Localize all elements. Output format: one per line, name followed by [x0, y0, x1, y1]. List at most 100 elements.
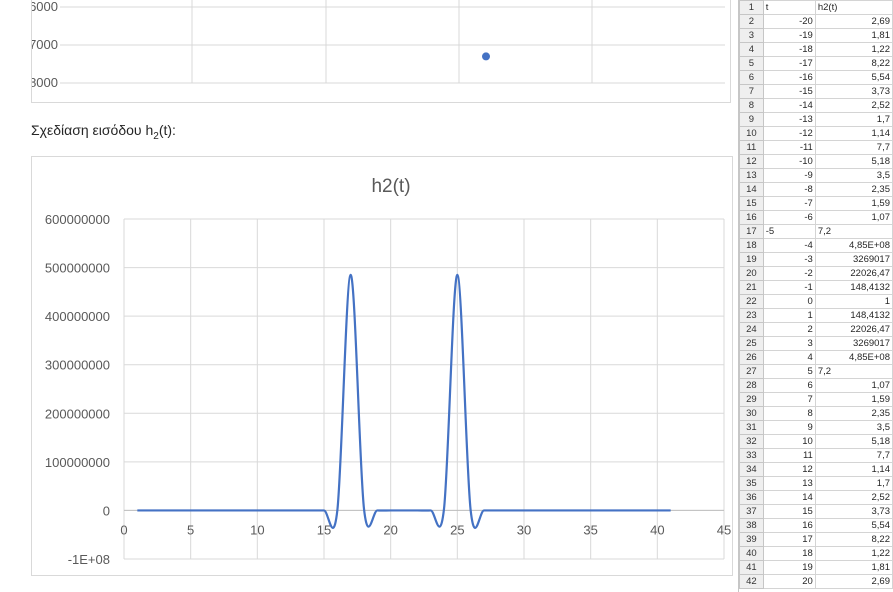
cell-t[interactable]: 15 [762, 504, 816, 519]
row-number[interactable]: 4 [739, 42, 764, 57]
cell-t[interactable]: -6 [762, 210, 816, 225]
cell-t[interactable]: -12 [762, 126, 816, 141]
row-number[interactable]: 27 [739, 364, 764, 379]
cell-h2[interactable]: 148,4132 [814, 308, 893, 323]
cell-t[interactable]: -2 [762, 266, 816, 281]
cell-t[interactable]: 1 [762, 308, 816, 323]
row-number[interactable]: 37 [739, 504, 764, 519]
cell-t[interactable]: -18 [762, 42, 816, 57]
row-number[interactable]: 17 [739, 224, 764, 239]
row-number[interactable]: 42 [739, 574, 764, 589]
cell-t[interactable]: 19 [762, 560, 816, 575]
cell-h2[interactable]: 3,73 [814, 84, 893, 99]
cell-h2[interactable]: 2,69 [814, 574, 893, 589]
cell-t[interactable]: -20 [762, 14, 816, 29]
cell-h2[interactable]: 4,85E+08 [814, 238, 893, 253]
cell-h2[interactable]: 3,5 [814, 420, 893, 435]
row-number[interactable]: 23 [739, 308, 764, 323]
cell-t[interactable]: 10 [762, 434, 816, 449]
cell-h2[interactable]: 1,22 [814, 42, 893, 57]
cell-t[interactable]: 9 [762, 420, 816, 435]
row-number[interactable]: 21 [739, 280, 764, 295]
row-number[interactable]: 34 [739, 462, 764, 477]
cell-t[interactable]: -13 [762, 112, 816, 127]
row-number[interactable]: 38 [739, 518, 764, 533]
cell-h2[interactable]: 5,18 [814, 154, 893, 169]
cell-h2[interactable]: 1,7 [814, 476, 893, 491]
cell-h2[interactable]: 7,7 [814, 140, 893, 155]
row-number[interactable]: 24 [739, 322, 764, 337]
cell-t[interactable]: -11 [762, 140, 816, 155]
cell-t[interactable]: 13 [762, 476, 816, 491]
cell-t[interactable]: 11 [762, 448, 816, 463]
cell-h2[interactable]: 3,5 [814, 168, 893, 183]
cell-h2[interactable]: 2,35 [814, 406, 893, 421]
row-number[interactable]: 11 [739, 140, 764, 155]
cell-h2[interactable]: 3,73 [814, 504, 893, 519]
cell-h2[interactable]: 1,81 [814, 560, 893, 575]
cell-t[interactable]: -10 [762, 154, 816, 169]
row-number[interactable]: 12 [739, 154, 764, 169]
cell-h2[interactable]: h2(t) [814, 0, 893, 15]
row-number[interactable]: 1 [739, 0, 764, 15]
row-number[interactable]: 14 [739, 182, 764, 197]
cell-t[interactable]: 2 [762, 322, 816, 337]
row-number[interactable]: 40 [739, 546, 764, 561]
cell-t[interactable]: 7 [762, 392, 816, 407]
cell-h2[interactable]: 22026,47 [814, 322, 893, 337]
cell-h2[interactable]: 5,18 [814, 434, 893, 449]
row-number[interactable]: 20 [739, 266, 764, 281]
cell-t[interactable]: -17 [762, 56, 816, 71]
row-number[interactable]: 41 [739, 560, 764, 575]
cell-h2[interactable]: 1,14 [814, 126, 893, 141]
cell-h2[interactable]: 3269017 [814, 336, 893, 351]
cell-h2[interactable]: 1,07 [814, 378, 893, 393]
top-chart-frame[interactable]: -6000 -7000 -8000 [25, 0, 731, 103]
spreadsheet[interactable]: 1 t h2(t) 2 -20 2,69 3 -19 1,81 4 -18 1,22 5 -17 8,22 6… [738, 0, 893, 592]
cell-t[interactable]: 20 [762, 574, 816, 589]
row-number[interactable]: 35 [739, 476, 764, 491]
cell-h2[interactable]: 1,14 [814, 462, 893, 477]
cell-h2[interactable]: 1,7 [814, 112, 893, 127]
cell-h2[interactable]: 7,2 [814, 364, 893, 379]
cell-h2[interactable]: 8,22 [814, 532, 893, 547]
cell-h2[interactable]: 3269017 [814, 252, 893, 267]
cell-t[interactable]: -8 [762, 182, 816, 197]
cell-t[interactable]: -7 [762, 196, 816, 211]
cell-t[interactable]: -14 [762, 98, 816, 113]
row-number[interactable]: 7 [739, 84, 764, 99]
cell-h2[interactable]: 22026,47 [814, 266, 893, 281]
cell-h2[interactable]: 5,54 [814, 70, 893, 85]
row-number[interactable]: 29 [739, 392, 764, 407]
cell-t[interactable]: -19 [762, 28, 816, 43]
cell-t[interactable]: 17 [762, 532, 816, 547]
row-number[interactable]: 10 [739, 126, 764, 141]
cell-h2[interactable]: 7,2 [814, 224, 893, 239]
row-number[interactable]: 19 [739, 252, 764, 267]
cell-h2[interactable]: 2,69 [814, 14, 893, 29]
main-chart-frame[interactable]: h2(t) 600000000 500000000 400000000 30000000… [31, 156, 733, 576]
row-number[interactable]: 8 [739, 98, 764, 113]
cell-t[interactable]: 14 [762, 490, 816, 505]
cell-h2[interactable]: 1,59 [814, 392, 893, 407]
row-number[interactable]: 22 [739, 294, 764, 309]
row-number[interactable]: 3 [739, 28, 764, 43]
cell-h2[interactable]: 1 [814, 294, 893, 309]
cell-t[interactable]: 3 [762, 336, 816, 351]
cell-h2[interactable]: 1,81 [814, 28, 893, 43]
row-number[interactable]: 33 [739, 448, 764, 463]
cell-h2[interactable]: 148,4132 [814, 280, 893, 295]
cell-t[interactable]: 8 [762, 406, 816, 421]
cell-t[interactable]: 6 [762, 378, 816, 393]
cell-h2[interactable]: 1,07 [814, 210, 893, 225]
row-number[interactable]: 39 [739, 532, 764, 547]
cell-h2[interactable]: 2,52 [814, 98, 893, 113]
row-number[interactable]: 30 [739, 406, 764, 421]
row-number[interactable]: 16 [739, 210, 764, 225]
row-number[interactable]: 5 [739, 56, 764, 71]
cell-h2[interactable]: 8,22 [814, 56, 893, 71]
cell-t[interactable]: -5 [762, 224, 816, 239]
row-number[interactable]: 2 [739, 14, 764, 29]
cell-t[interactable]: 0 [762, 294, 816, 309]
cell-t[interactable]: -9 [762, 168, 816, 183]
